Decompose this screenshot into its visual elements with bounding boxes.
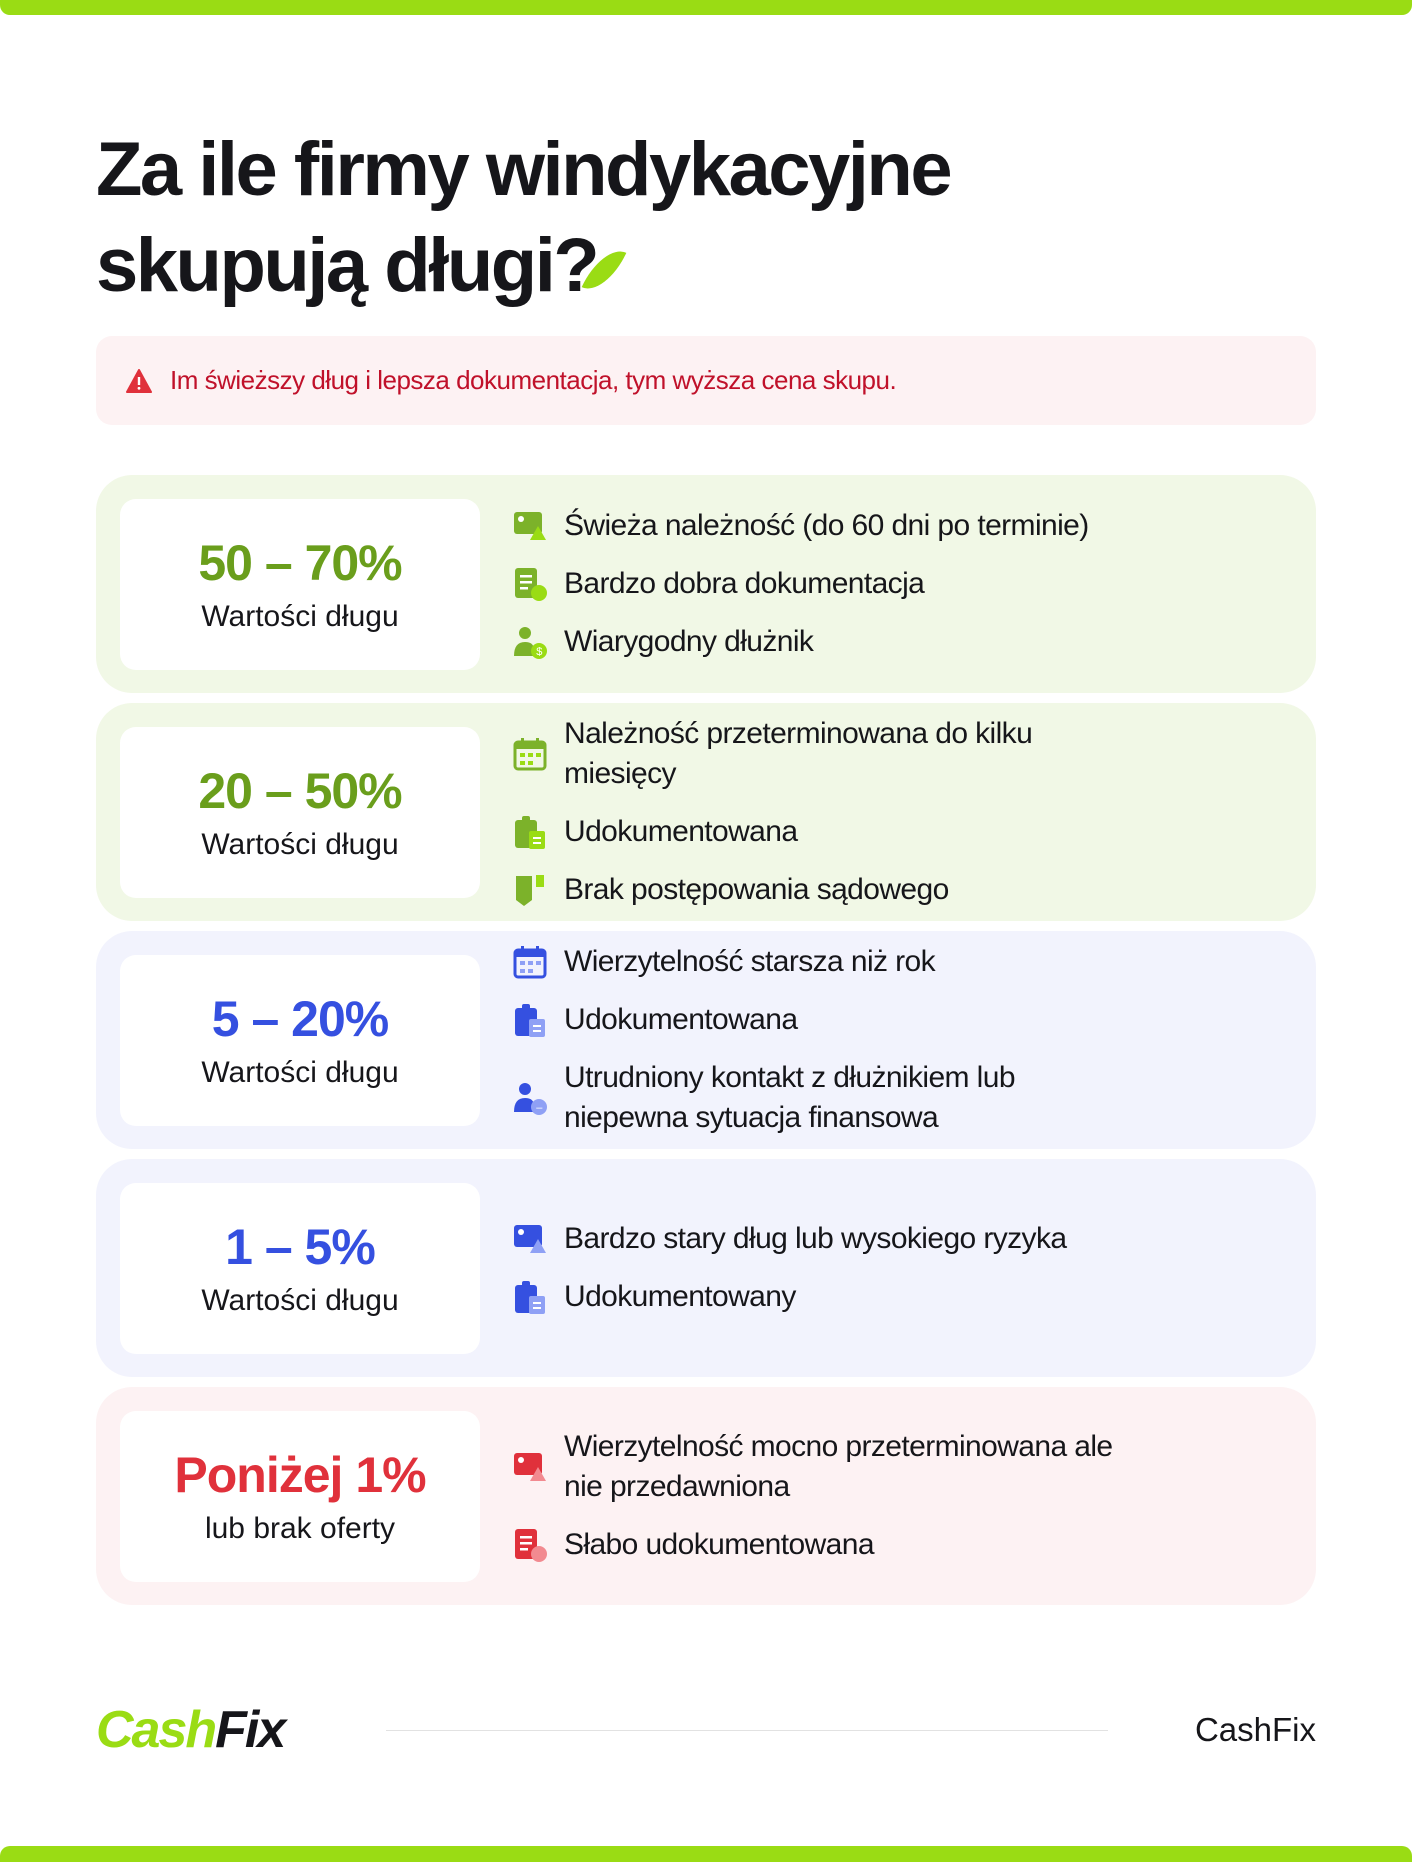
calendar-icon xyxy=(513,738,547,771)
calendar-icon xyxy=(513,946,547,979)
percent-subtitle: Wartości długu xyxy=(201,1056,399,1089)
item-text: Udokumentowana xyxy=(564,815,798,848)
percent-subtitle: lub brak oferty xyxy=(204,1512,396,1545)
percent-value: 1 – 5% xyxy=(225,1219,376,1275)
list-item: Należność przeterminowana do kilku miesi… xyxy=(512,714,1124,794)
invoice-lock-icon xyxy=(514,1453,546,1481)
percent-value: Poniżej 1% xyxy=(174,1447,426,1503)
page-title: Za ile firmy windykacyjne skupują długi? xyxy=(96,127,953,308)
item-text: Bardzo dobra dokumentacja xyxy=(564,567,925,600)
tier-card: Poniżej 1% lub brak oferty Wierzytelność m… xyxy=(96,1387,1316,1605)
brand-name: CashFix xyxy=(1194,1711,1316,1748)
item-text: Bardzo stary dług lub wysokiego ryzyka xyxy=(564,1222,1067,1255)
svg-text:$: $ xyxy=(536,646,542,658)
percent-box: Poniżej 1% lub brak oferty xyxy=(120,1410,480,1582)
item-text: Brak postępowania sądowego xyxy=(564,873,949,906)
svg-text:–: – xyxy=(536,1102,543,1114)
percent-subtitle: Wartości długu xyxy=(201,600,399,633)
bottom-accent-bar xyxy=(0,1846,1412,1862)
cashfix-logo: CashFix xyxy=(96,1701,286,1759)
percent-value: 50 – 70% xyxy=(198,535,402,591)
list-item: Udokumentowany xyxy=(512,1277,1066,1317)
criteria-list: Wierzytelność starsza niż rok Udokumentow… xyxy=(512,942,1124,1138)
list-item: $ Wiarygodny dłużnik xyxy=(512,622,1089,662)
percent-value: 5 – 20% xyxy=(211,991,389,1047)
divider xyxy=(386,1730,1108,1731)
list-item: Brak postępowania sądowego xyxy=(512,870,1124,910)
list-item: Udokumentowana xyxy=(512,1000,1124,1040)
item-text: Udokumentowana xyxy=(564,1003,798,1036)
top-accent-bar xyxy=(0,0,1412,15)
tier-card: 20 – 50% Wartości długu Należność przeterm… xyxy=(96,703,1316,921)
tier-card: 50 – 70% Wartości długu Świeża należność (… xyxy=(96,475,1316,693)
percent-value: 20 – 50% xyxy=(198,763,402,819)
item-text: Należność przeterminowana do kilku miesi… xyxy=(564,717,1033,790)
criteria-list: Świeża należność (do 60 dni po terminie)… xyxy=(512,506,1089,662)
list-item: Udokumentowana xyxy=(512,812,1124,852)
price-tiers: 50 – 70% Wartości długu Świeża należność (… xyxy=(96,475,1316,1615)
percent-subtitle: Wartości długu xyxy=(201,828,399,861)
document-x-icon xyxy=(515,1529,547,1562)
no-court-icon xyxy=(516,875,544,906)
clipboard-icon xyxy=(515,1281,545,1314)
percent-subtitle: Wartości długu xyxy=(201,1284,399,1317)
percent-box: 1 – 5% Wartości długu xyxy=(120,1182,480,1354)
percent-box: 5 – 20% Wartości długu xyxy=(120,954,480,1126)
tier-card: 1 – 5% Wartości długu Bardzo stary dług lu… xyxy=(96,1159,1316,1377)
item-text: Wierzytelność starsza niż rok xyxy=(564,945,936,978)
fresh-invoice-icon xyxy=(514,512,546,540)
criteria-list: Należność przeterminowana do kilku miesi… xyxy=(512,714,1124,910)
item-text: Wiarygodny dłużnik xyxy=(564,625,814,658)
invoice-warning-icon xyxy=(514,1225,546,1253)
document-heart-icon xyxy=(515,568,547,601)
footer: CashFix CashFix xyxy=(96,1700,1316,1760)
item-text: Wierzytelność mocno przeterminowana ale … xyxy=(564,1430,1113,1503)
person-dollar-icon: $ xyxy=(514,627,547,659)
criteria-list: Bardzo stary dług lub wysokiego ryzyka Ud… xyxy=(512,1219,1067,1317)
list-item: – Utrudniony kontakt z dłużnikiem lub nie… xyxy=(512,1058,1124,1138)
alert-banner: Im świeższy dług i lepsza dokumentacja, … xyxy=(96,336,1316,425)
percent-box: 20 – 50% Wartości długu xyxy=(120,726,480,898)
list-item: Wierzytelność mocno przeterminowana ale … xyxy=(512,1427,1124,1507)
list-item: Świeża należność (do 60 dni po terminie) xyxy=(512,506,1089,546)
clipboard-icon xyxy=(515,1004,545,1037)
alert-text: Im świeższy dług i lepsza dokumentacja, … xyxy=(170,365,897,395)
item-text: Słabo udokumentowana xyxy=(564,1528,875,1561)
list-item: Słabo udokumentowana xyxy=(512,1525,1124,1565)
criteria-list: Wierzytelność mocno przeterminowana ale … xyxy=(512,1427,1124,1565)
list-item: Bardzo dobra dokumentacja xyxy=(512,564,1089,604)
clipboard-icon xyxy=(515,816,545,849)
list-item: Wierzytelność starsza niż rok xyxy=(512,942,1124,982)
item-text: Udokumentowany xyxy=(564,1280,796,1313)
warning-triangle-icon xyxy=(126,368,152,393)
item-text: Utrudniony kontakt z dłużnikiem lub niep… xyxy=(564,1061,1016,1134)
list-item: Bardzo stary dług lub wysokiego ryzyka xyxy=(512,1219,1067,1259)
person-minus-icon: – xyxy=(514,1083,547,1115)
item-text: Świeża należność (do 60 dni po terminie) xyxy=(564,509,1089,542)
tier-card: 5 – 20% Wartości długu Wierzytelność stars… xyxy=(96,931,1316,1149)
percent-box: 50 – 70% Wartości długu xyxy=(120,498,480,670)
